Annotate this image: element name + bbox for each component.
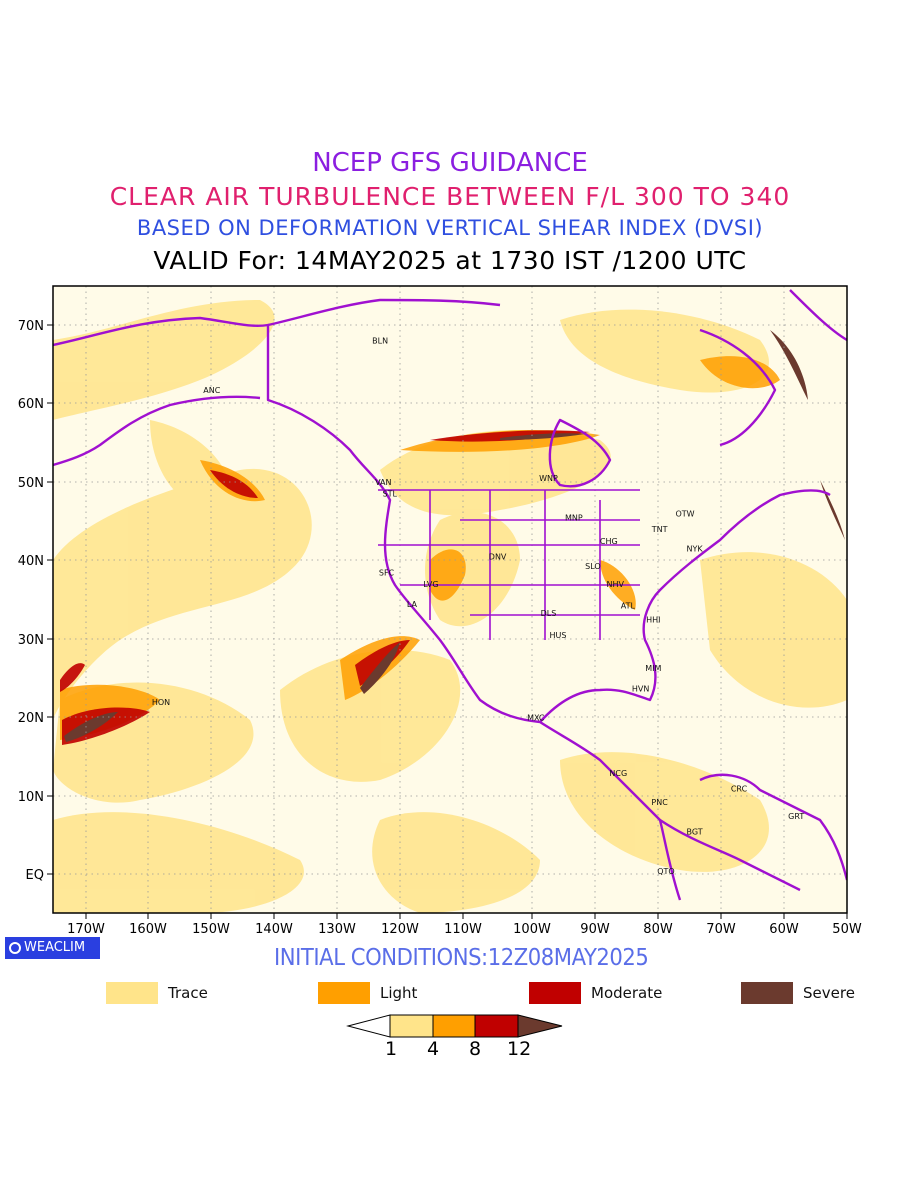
longitude-labels: 170W 160W 150W 140W 130W 120W 110W 100W … <box>67 922 862 937</box>
station-label: GRT <box>788 812 804 821</box>
colorbar-below-arrow <box>346 1014 391 1038</box>
station-label: HVN <box>632 685 649 694</box>
lat-label: EQ <box>26 868 44 883</box>
colorbar-tick: 8 <box>469 1038 482 1060</box>
weaclim-badge: WEACLIM <box>5 937 100 959</box>
lat-label: 30N <box>18 633 44 648</box>
lon-label: 130W <box>318 922 356 937</box>
turbulence-field-layer <box>53 300 847 913</box>
station-label: HUS <box>550 631 567 640</box>
political-borders <box>378 489 640 640</box>
station-label: QTO <box>657 867 674 876</box>
title-valid-time: VALID For: 14MAY2025 at 1730 IST /1200 U… <box>153 246 747 275</box>
lon-label: 60W <box>769 922 799 937</box>
station-label: VAN <box>375 478 391 487</box>
station-label: MIM <box>645 664 661 673</box>
colorbar-moderate <box>474 1014 519 1038</box>
legend-label-severe: Severe <box>803 984 855 1002</box>
lon-label: 150W <box>192 922 230 937</box>
coastlines <box>53 289 847 901</box>
station-label: MNP <box>565 513 583 522</box>
legend-label-light: Light <box>380 984 418 1002</box>
lat-label: 10N <box>18 790 44 805</box>
initial-conditions-label: INITIAL CONDITIONS:12Z08MAY2025 <box>274 945 649 971</box>
colorbar-tick: 12 <box>507 1038 532 1060</box>
latitude-labels: 70N 60N 50N 40N 30N 20N 10N EQ <box>18 319 44 883</box>
brand-label: WEACLIM <box>24 940 86 955</box>
lon-label: 160W <box>129 922 167 937</box>
station-label: SFC <box>379 568 395 577</box>
lon-label: 90W <box>580 922 610 937</box>
station-label: CHG <box>600 537 618 546</box>
station-label: WNP <box>539 474 558 483</box>
station-label: SLO <box>585 562 601 571</box>
legend-label-moderate: Moderate <box>591 984 663 1002</box>
lon-label: 80W <box>643 922 673 937</box>
station-label: ATL <box>621 601 636 610</box>
station-labels: ANC BLN VAN STL WNP MNP TNT OTW CHG NYK DNV SLO SFC L… <box>152 336 804 876</box>
lon-label: 170W <box>67 922 105 937</box>
station-label: LA <box>407 600 418 609</box>
legend-swatch-light <box>318 982 370 1004</box>
station-label: HHI <box>646 616 660 625</box>
station-label: LVG <box>423 580 438 589</box>
title-method: BASED ON DEFORMATION VERTICAL SHEAR INDE… <box>136 216 764 240</box>
lon-label: 110W <box>444 922 482 937</box>
axis-ticks <box>47 324 848 919</box>
station-label: OTW <box>675 509 694 518</box>
plot-frame <box>52 285 848 914</box>
legend-label-trace: Trace <box>168 984 208 1002</box>
station-label: BLN <box>372 336 388 345</box>
station-label: CRC <box>731 785 748 794</box>
lon-label: 50W <box>832 922 862 937</box>
colorbar-trace <box>389 1014 434 1038</box>
station-label: HON <box>152 698 170 707</box>
weaclim-logo-icon <box>9 942 21 954</box>
lon-label: 120W <box>381 922 419 937</box>
lon-label: 100W <box>513 922 551 937</box>
colorbar-tick: 1 <box>385 1038 398 1060</box>
station-label: NHV <box>606 580 624 589</box>
lat-label: 50N <box>18 476 44 491</box>
colorbar-severe-arrow <box>517 1014 563 1038</box>
station-label: NCG <box>609 769 627 778</box>
station-label: BGT <box>687 828 703 837</box>
station-label: TNT <box>651 525 668 534</box>
station-label: PNC <box>651 798 668 807</box>
lat-label: 40N <box>18 554 44 569</box>
station-label: MXC <box>527 714 545 723</box>
station-label: NYK <box>687 545 704 554</box>
legend-swatch-severe <box>741 982 793 1004</box>
legend-swatch-moderate <box>529 982 581 1004</box>
station-label: STL <box>382 490 397 499</box>
colorbar-light <box>432 1014 476 1038</box>
station-label: ANC <box>203 386 220 395</box>
legend-swatch-trace <box>106 982 158 1004</box>
lon-label: 140W <box>255 922 293 937</box>
colorbar <box>346 1014 563 1038</box>
title-guidance: NCEP GFS GUIDANCE <box>312 148 588 178</box>
lat-label: 20N <box>18 711 44 726</box>
station-label: DNV <box>489 553 507 562</box>
lat-label: 60N <box>18 397 44 412</box>
station-label: DLS <box>541 609 557 618</box>
title-product: CLEAR AIR TURBULENCE BETWEEN F/L 300 TO … <box>109 182 791 211</box>
lon-label: 70W <box>706 922 736 937</box>
colorbar-tick: 4 <box>427 1038 440 1060</box>
lat-label: 70N <box>18 319 44 334</box>
